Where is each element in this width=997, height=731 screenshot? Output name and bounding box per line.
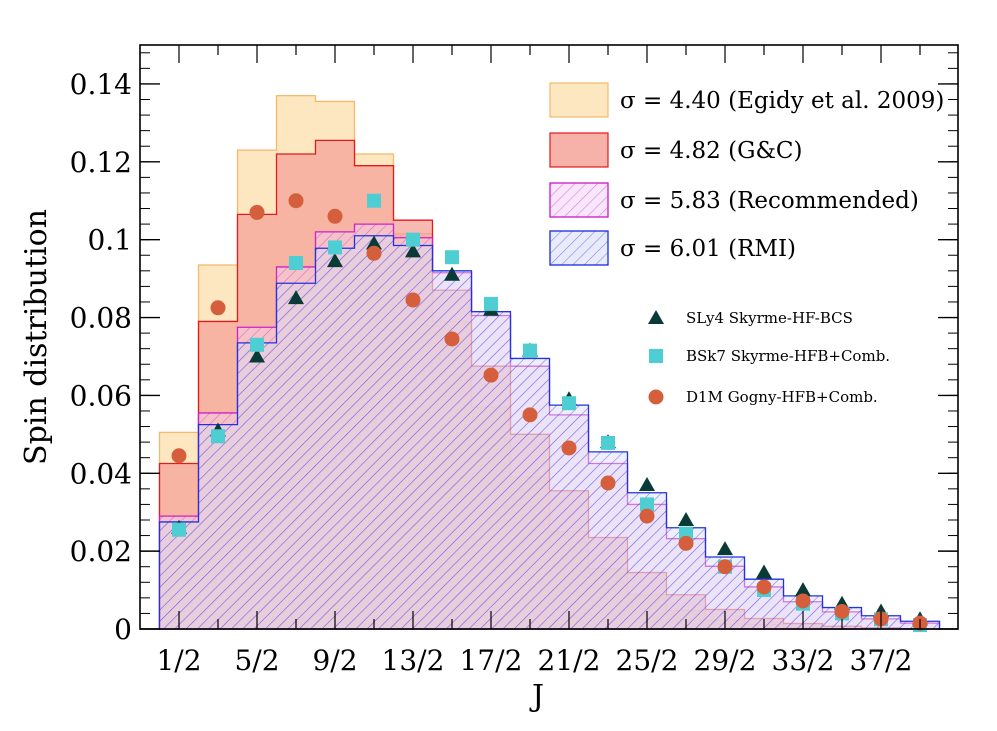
y-tick-label: 0 <box>114 613 132 646</box>
circle-point-2-17 <box>834 603 850 619</box>
square-point-1-2 <box>250 337 264 352</box>
circle-point-2-12 <box>639 508 655 524</box>
x-tick-label: 25/2 <box>616 644 679 677</box>
y-tick-label: 0.04 <box>70 457 132 490</box>
circle-point-2-1 <box>210 300 226 316</box>
legend-hatch-2 <box>549 182 609 218</box>
x-tick-label: 5/2 <box>234 644 279 677</box>
y-tick-label: 0.08 <box>70 302 132 335</box>
square-point-1-12 <box>640 497 654 512</box>
square-point-1-0 <box>172 522 186 537</box>
circle-point-2-15 <box>756 579 772 595</box>
circle-point-2-11 <box>600 475 616 491</box>
circle-point-2-0 <box>171 448 187 464</box>
circle-point-2-14 <box>717 559 733 575</box>
square-point-1-10 <box>562 396 576 411</box>
circle-point-2-8 <box>483 367 499 383</box>
triangle-point-0-4 <box>327 253 343 268</box>
x-tick-label: 9/2 <box>312 644 357 677</box>
square-point-1-9 <box>523 343 537 358</box>
axis-layer: 0 0.02 0.04 0.06 0.08 0.1 0.12 0.14 1/2 5/2 9/2 13/… <box>70 45 958 677</box>
legend-marker-0 <box>648 310 664 324</box>
legend-marker-1 <box>649 349 663 363</box>
x-tick-label: 37/2 <box>850 644 913 677</box>
triangle-point-0-2 <box>249 348 265 363</box>
triangle-point-0-5 <box>366 235 382 250</box>
x-axis-label: J <box>529 679 544 714</box>
x-tick-label: 21/2 <box>538 644 601 677</box>
circle-point-2-5 <box>366 245 382 261</box>
triangle-point-0-15 <box>756 564 772 579</box>
x-tick-label: 13/2 <box>382 644 445 677</box>
circle-point-2-16 <box>795 593 811 609</box>
legend-series-label-0: SLy4 Skyrme-HF-BCS <box>686 309 853 327</box>
x-tick-label: 17/2 <box>460 644 523 677</box>
legend: σ = 4.40 (Egidy et al. 2009) σ = 4.82 (G&… <box>549 82 944 406</box>
square-point-1-11 <box>601 435 615 450</box>
hist-3-outline <box>158 235 941 630</box>
triangle-point-0-7 <box>444 266 460 281</box>
legend-swatch-0 <box>549 82 609 118</box>
circle-point-2-6 <box>405 292 421 308</box>
square-point-1-4 <box>328 240 342 255</box>
marker-layer <box>171 193 928 633</box>
triangle-point-0-14 <box>717 541 733 556</box>
circle-point-2-2 <box>249 204 265 220</box>
triangle-point-0-6 <box>405 243 421 258</box>
square-point-1-3 <box>289 256 303 271</box>
x-tick-label: 33/2 <box>772 644 835 677</box>
legend-label-1: σ = 4.82 (G&C) <box>620 138 803 164</box>
y-tick-label: 0.1 <box>87 224 132 257</box>
circle-point-2-10 <box>561 440 577 456</box>
x-tick-label: 1/2 <box>156 644 201 677</box>
plot-frame <box>139 44 959 630</box>
triangle-point-0-3 <box>288 290 304 305</box>
y-tick-label: 0.12 <box>70 146 132 179</box>
triangle-point-0-16 <box>795 582 811 597</box>
triangle-point-0-13 <box>678 511 694 526</box>
legend-label-2: σ = 5.83 (Recommended) <box>620 188 919 214</box>
y-axis-label: Spin distribution <box>19 209 54 465</box>
legend-series-label-1: BSk7 Skyrme-HFB+Comb. <box>686 347 890 365</box>
legend-label-0: σ = 4.40 (Egidy et al. 2009) <box>620 88 944 114</box>
square-point-1-7 <box>445 250 459 265</box>
y-tick-label: 0.06 <box>70 379 132 412</box>
histogram-layer <box>158 94 941 630</box>
circle-point-2-3 <box>288 193 304 209</box>
legend-marker-2 <box>648 389 664 405</box>
circle-point-2-4 <box>327 208 343 224</box>
triangle-point-0-12 <box>639 476 655 491</box>
y-tick-label: 0.14 <box>70 68 132 101</box>
circle-point-2-9 <box>522 407 538 423</box>
square-point-1-8 <box>484 296 498 311</box>
legend-label-3: σ = 6.01 (RMI) <box>620 236 796 262</box>
square-point-1-6 <box>406 232 420 247</box>
y-tick-label: 0.02 <box>70 535 132 568</box>
legend-swatch-1 <box>549 132 609 168</box>
circle-point-2-7 <box>444 331 460 347</box>
x-tick-label: 29/2 <box>694 644 757 677</box>
legend-hatch-3 <box>549 230 609 266</box>
square-point-1-1 <box>211 429 225 444</box>
circle-point-2-13 <box>678 535 694 551</box>
legend-series-label-2: D1M Gogny-HFB+Comb. <box>686 388 878 406</box>
square-point-1-5 <box>367 193 381 208</box>
